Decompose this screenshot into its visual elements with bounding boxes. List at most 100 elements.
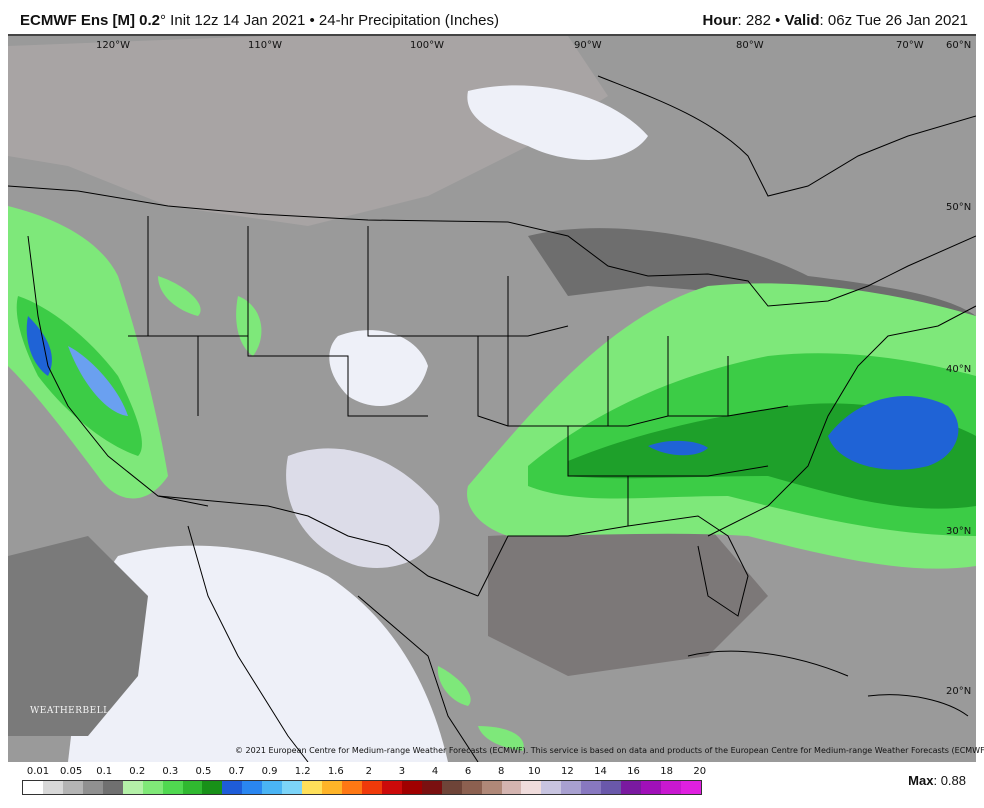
precip-patch-idaho <box>158 276 201 316</box>
scale-tick-label: 1.6 <box>327 766 344 777</box>
scale-swatch <box>361 781 382 794</box>
degree-symbol: ° <box>160 12 167 29</box>
precip-band-california <box>16 296 142 456</box>
scale-swatch <box>541 781 562 794</box>
max-value-label: Max: 0.88 <box>908 773 966 788</box>
dark-area-gulf <box>488 526 768 676</box>
scale-tick-label: 0.7 <box>228 766 245 777</box>
title-separator: • <box>305 12 319 29</box>
scale-swatch <box>242 781 263 794</box>
scale-tick-label: 0.01 <box>26 766 50 777</box>
scale-swatch <box>42 781 63 794</box>
max-label-text: Max <box>908 773 934 788</box>
hour-label: Hour <box>702 12 738 29</box>
model-name: ECMWF Ens [M] 0.2 <box>20 12 161 29</box>
trace-area-southwest <box>286 448 440 568</box>
scale-swatch <box>521 781 542 794</box>
scale-swatch <box>82 781 103 794</box>
scale-tick-label: 8 <box>498 766 505 777</box>
lon-label-70w: 70°W <box>896 40 924 51</box>
precipitation-map: 120°W 110°W 100°W 90°W 80°W 70°W 60°N 50… <box>8 34 976 762</box>
political-boundaries <box>8 75 976 762</box>
scale-swatch <box>601 781 622 794</box>
scale-color-swatches <box>22 780 702 795</box>
scale-swatch <box>381 781 402 794</box>
lon-label-110w: 110°W <box>248 40 282 51</box>
precip-core-sierra <box>68 346 128 416</box>
valid-value: : 06z Tue 26 Jan 2021 <box>819 12 968 29</box>
no-precip-area-mexico <box>68 545 448 762</box>
hour-value: : 282 <box>737 12 771 29</box>
scale-tick-label: 2 <box>365 766 373 777</box>
scale-swatch <box>441 781 462 794</box>
scale-swatch <box>62 781 83 794</box>
scale-swatch <box>641 781 661 794</box>
max-value: : 0.88 <box>933 773 966 788</box>
lon-label-120w: 120°W <box>96 40 130 51</box>
lat-label-50n: 50°N <box>946 202 971 213</box>
state-lines-west <box>128 216 569 427</box>
scale-swatch <box>401 781 422 794</box>
scale-tick-label: 14 <box>594 766 607 777</box>
scale-swatch <box>481 781 502 794</box>
header-bar: ECMWF Ens [M] 0.2° Init 12z 14 Jan 2021 … <box>0 0 984 34</box>
precip-patch-central-america <box>478 726 524 751</box>
no-precip-area-canada <box>467 85 648 160</box>
scale-swatch <box>222 781 243 794</box>
state-lines-east <box>507 276 789 526</box>
product-name: 24-hr Precipitation (Inches) <box>318 12 499 29</box>
scale-swatch <box>561 781 582 794</box>
lat-label-60n: 60°N <box>946 40 971 51</box>
scale-tick-label: 6 <box>464 766 472 777</box>
scale-tick-label: 18 <box>660 766 674 777</box>
scale-tick-label: 0.9 <box>261 766 278 777</box>
scale-swatch <box>202 781 223 794</box>
scale-swatch <box>421 781 442 794</box>
scale-swatch <box>302 781 323 794</box>
gulf-coast <box>477 515 749 617</box>
valid-label: Valid <box>784 12 820 29</box>
dark-area-pacific <box>8 536 148 736</box>
us-canada-border <box>8 185 976 307</box>
scale-tick-label: 16 <box>627 766 640 777</box>
lat-label-40n: 40°N <box>946 364 971 375</box>
mexico-coastline <box>187 525 479 762</box>
scale-swatch <box>102 781 123 794</box>
precip-core-blue-coast <box>26 316 52 376</box>
map-title: ECMWF Ens [M] 0.2° Init 12z 14 Jan 2021 … <box>20 12 499 29</box>
scale-tick-label: 0.05 <box>59 766 83 777</box>
lon-label-80w: 80°W <box>736 40 764 51</box>
scale-tick-label: 3 <box>398 766 406 777</box>
no-precip-area-plains <box>329 330 428 406</box>
scale-swatch <box>621 781 642 794</box>
precip-core-blue-atlantic <box>828 396 959 470</box>
precip-patch-mexico <box>437 666 471 706</box>
scale-tick-label: 20 <box>693 766 707 777</box>
canada-trace-area <box>8 36 608 226</box>
canada-coastline <box>597 75 976 197</box>
precip-patch-rockies <box>236 296 262 356</box>
scale-swatch <box>162 781 183 794</box>
map-canvas: 120°W 110°W 100°W 90°W 80°W 70°W 60°N 50… <box>8 36 976 762</box>
scale-tick-label: 12 <box>561 766 574 777</box>
scale-tick-label: 0.5 <box>195 766 212 777</box>
scale-tick-label: 0.3 <box>162 766 179 777</box>
forecast-time: Hour: 282 • Valid: 06z Tue 26 Jan 2021 <box>703 12 968 29</box>
lat-label-30n: 30°N <box>946 526 971 537</box>
time-separator: • <box>770 12 785 29</box>
scale-tick-label: 4 <box>431 766 439 777</box>
scale-swatch <box>282 781 303 794</box>
atlantic-coast <box>707 305 976 537</box>
scale-swatch <box>322 781 342 794</box>
us-mexico-border <box>157 495 479 597</box>
scale-swatch <box>142 781 163 794</box>
scale-tick-label: 1.2 <box>294 766 311 777</box>
scale-swatch <box>501 781 522 794</box>
lon-label-100w: 100°W <box>410 40 444 51</box>
init-time: Init 12z 14 Jan 2021 <box>166 12 306 29</box>
latitude-labels: 60°N 50°N 40°N 30°N 20°N <box>946 40 971 697</box>
scale-swatch <box>23 781 43 794</box>
scale-swatch <box>680 781 701 794</box>
scale-tick-label: 0.1 <box>96 766 113 777</box>
caribbean-islands <box>687 650 969 717</box>
